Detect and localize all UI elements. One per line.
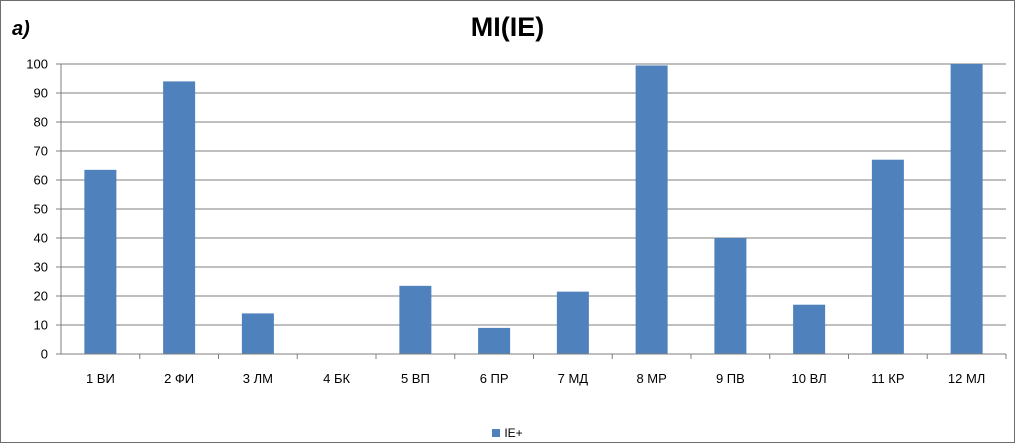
x-tick-label: 11 КР: [871, 371, 904, 386]
legend-label: IE+: [504, 425, 523, 440]
bar: [871, 159, 904, 354]
bar: [399, 285, 432, 354]
y-tick-label: 80: [34, 115, 48, 130]
x-tick-label: 3 ЛМ: [243, 371, 273, 386]
chart-title: MI(IE): [470, 12, 545, 42]
bar: [163, 81, 196, 355]
x-tick-label: 6 ПР: [480, 371, 509, 386]
bar: [478, 327, 511, 354]
bar: [241, 313, 274, 354]
y-tick-label: 90: [34, 86, 48, 101]
bar: [84, 169, 117, 354]
panel-label: а): [12, 18, 30, 40]
bar: [635, 65, 668, 354]
x-tick-label: 9 ПВ: [716, 371, 745, 386]
y-tick-label: 40: [34, 231, 48, 246]
y-tick-label: 20: [34, 289, 48, 304]
bar: [714, 238, 747, 354]
x-tick-label: 4 БК: [323, 371, 350, 386]
y-tick-label: 30: [34, 260, 48, 275]
legend-swatch: [492, 428, 501, 437]
y-tick-label: 60: [34, 173, 48, 188]
bar: [950, 64, 983, 354]
y-tick-label: 10: [34, 318, 48, 333]
x-tick-label: 2 ФИ: [164, 371, 194, 386]
x-tick-label: 1 ВИ: [86, 371, 115, 386]
y-tick-label: 70: [34, 144, 48, 159]
bar: [793, 304, 826, 354]
bar: [556, 291, 589, 354]
y-tick-label: 100: [26, 57, 48, 72]
legend: IE+: [0, 425, 1015, 440]
x-tick-label: 7 МД: [558, 371, 589, 386]
y-tick-label: 0: [41, 347, 48, 362]
x-tick-label: 12 МЛ: [948, 371, 985, 386]
x-tick-label: 8 МР: [636, 371, 666, 386]
y-tick-label: 50: [34, 202, 48, 217]
x-tick-label: 10 ВЛ: [792, 371, 827, 386]
x-tick-label: 5 ВП: [401, 371, 430, 386]
